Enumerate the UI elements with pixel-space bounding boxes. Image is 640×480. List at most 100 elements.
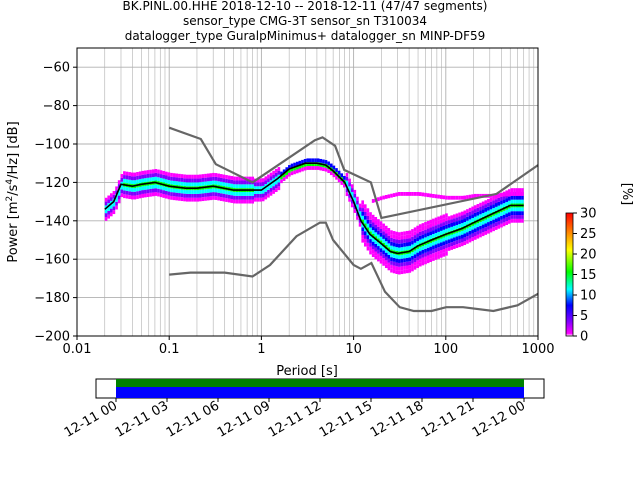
heatmap-cell [361,211,364,216]
heatmap-cell [418,192,422,196]
heatmap-cell [471,233,474,238]
heatmap-cell [471,218,474,222]
heatmap-cell [356,196,359,201]
heatmap-cell [209,177,213,181]
heatmap-cell [521,195,524,200]
heatmap-cell [479,229,482,234]
heatmap-cell [144,193,147,198]
heatmap-cell [225,175,228,179]
heatmap-cell [246,184,249,189]
timeline-gap-bar [116,379,524,387]
heatmap-cell [123,186,126,191]
heatmap-cell [411,259,414,264]
heatmap-cell [157,169,160,174]
heatmap-cell [505,213,509,218]
heatmap-cell [280,171,283,176]
heatmap-cell [209,180,213,185]
heatmap-cell [238,195,241,200]
heatmap-cell [149,188,152,193]
heatmap-cell [193,178,197,183]
heatmap-cell [466,228,469,233]
heatmap-cell [130,172,134,177]
heatmap-cell [492,227,495,232]
heatmap-cell [382,235,385,239]
heatmap-cell [301,163,304,168]
heatmap-cell [243,192,247,196]
heatmap-cell [191,178,194,183]
heatmap-cell [497,221,501,225]
heatmap-cell [497,217,501,222]
heatmap-cell [256,197,260,202]
heatmap-cell [128,191,131,196]
heatmap-cell [222,193,226,198]
heatmap-cell [500,192,503,197]
heatmap-cell [502,218,506,223]
heatmap-cell [398,247,401,252]
heatmap-cell [508,216,511,220]
heatmap-cell [387,194,391,199]
heatmap-cell [395,247,399,251]
heatmap-cell [434,229,438,233]
heatmap-cell [267,186,270,190]
heatmap-cell [172,192,176,197]
heatmap-cell [251,192,255,196]
heatmap-cell [426,236,430,241]
heatmap-cell [369,250,372,255]
heatmap-cell [384,252,388,257]
heatmap-cell [293,170,296,175]
heatmap-cell [230,199,234,203]
heatmap-cell [133,176,137,181]
heatmap-cell [445,251,448,256]
heatmap-cell [502,214,506,219]
heatmap-cell [345,176,349,181]
title-line-2: sensor_type CMG-3T sensor_sn T310034 [183,14,427,28]
heatmap-cell [233,199,236,204]
heatmap-cell [463,210,467,215]
heatmap-cell [371,233,375,238]
heatmap-cell [162,194,165,198]
heatmap-cell [272,182,275,187]
heatmap-cell [133,172,137,177]
heatmap-cell [185,190,189,194]
heatmap-cell [508,208,511,213]
heatmap-cell [413,235,417,239]
heatmap-cell [489,205,493,210]
heatmap-cell [518,199,522,204]
heatmap-cell [510,192,514,196]
nlnm-curve [169,221,539,313]
heatmap-cell [356,212,359,216]
heatmap-cell [395,231,399,236]
heatmap-cell [109,204,113,209]
heatmap-cell [109,212,113,217]
heatmap-cell [251,195,255,200]
heatmap-cell [180,181,184,186]
mode-curve-group [104,162,524,255]
heatmap-cell [447,246,451,251]
heatmap-cell [481,213,485,217]
heatmap-cell [199,174,202,179]
heatmap-cell [308,158,312,163]
heatmap-cell [264,184,268,188]
heatmap-cell [371,237,375,242]
heatmap-cell [125,171,129,176]
heatmap-cell [254,190,257,194]
heatmap-cell [201,193,205,198]
x-axis-ticks: 0.01 0.1 1 10 100 1000 [63,336,555,357]
heatmap-cell [473,216,477,221]
heatmap-cell [405,261,409,266]
heatmap-cell [141,170,145,175]
heatmap-cell [269,191,273,196]
heatmap-cell [418,262,422,267]
heatmap-cell [379,229,383,233]
heatmap-cell [366,231,370,236]
heatmap-cell [332,165,336,170]
heatmap-cell [141,178,145,183]
heatmap-cell [455,232,459,237]
heatmap-cell [384,241,388,245]
heatmap-cell [243,199,247,204]
heatmap-cell [377,253,380,258]
heatmap-cell [437,216,440,221]
heatmap-cell [479,214,482,219]
heatmap-cell [466,220,469,225]
